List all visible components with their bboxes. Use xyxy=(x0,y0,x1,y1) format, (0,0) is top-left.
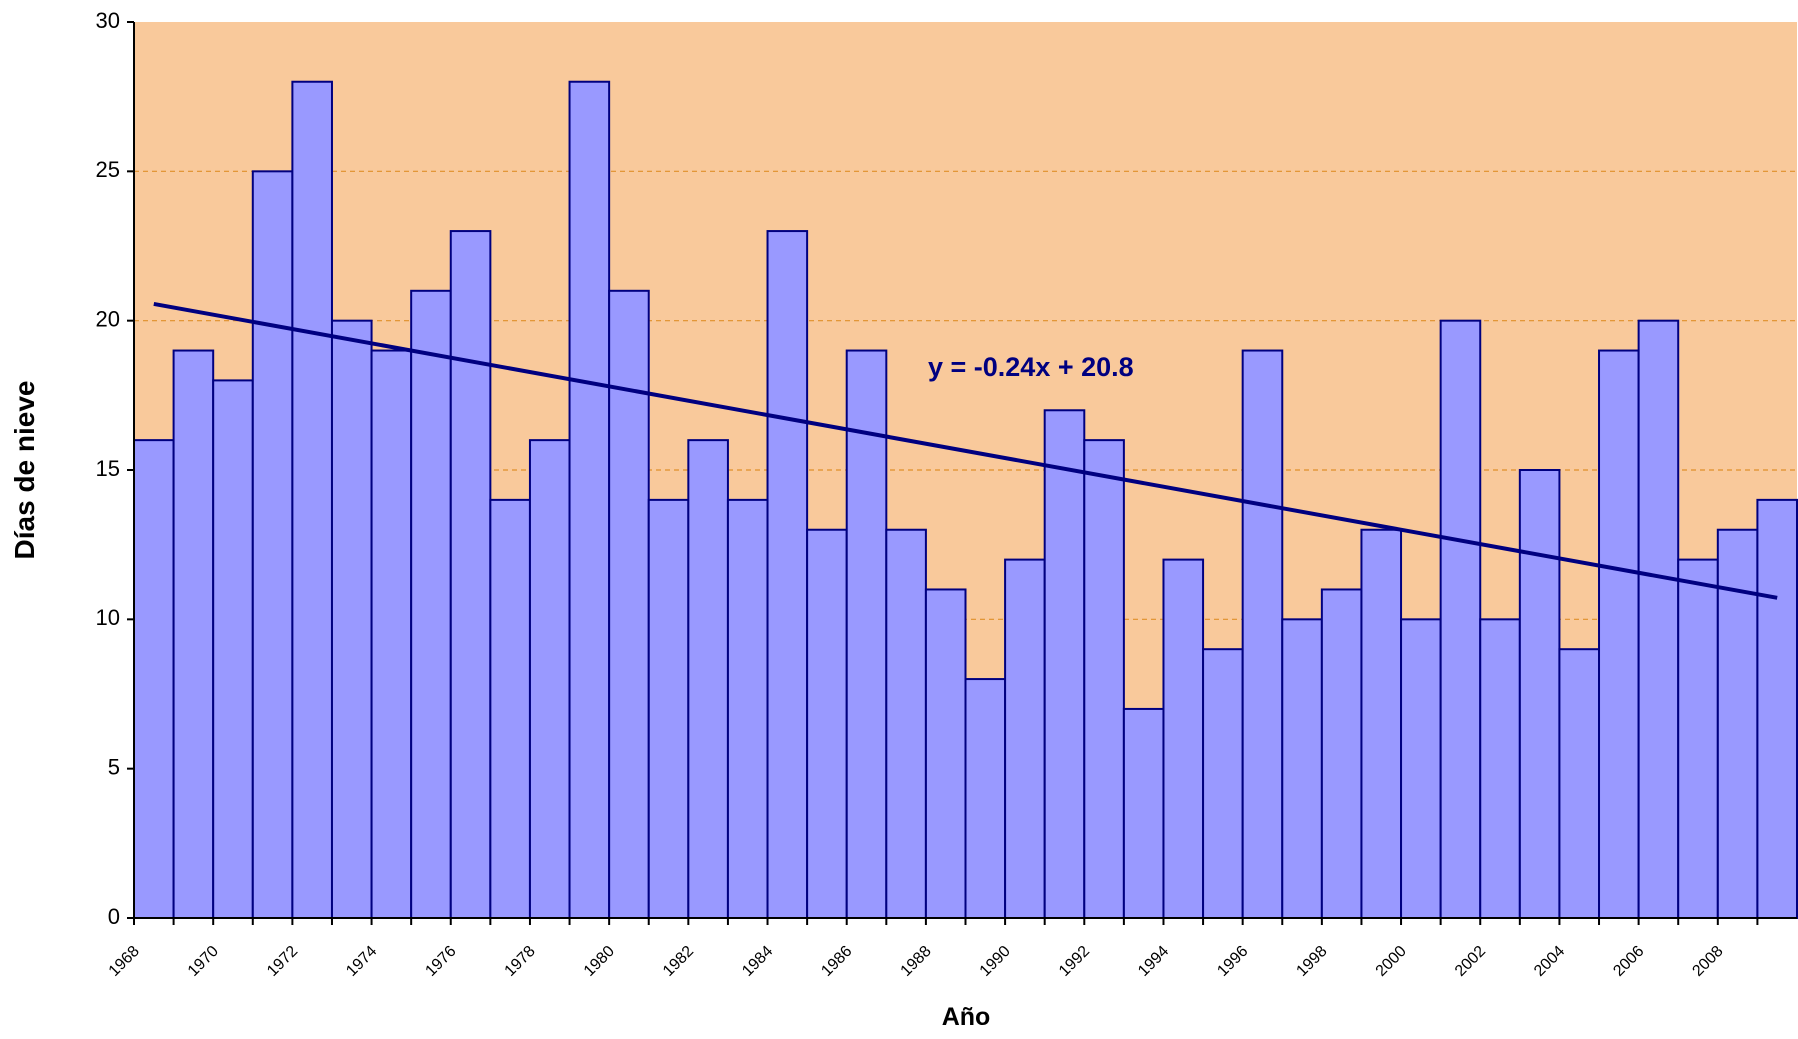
bar xyxy=(1202,648,1244,919)
x-tick-label: 2000 xyxy=(1373,943,1410,980)
x-tick-label: 2008 xyxy=(1689,943,1726,980)
bar xyxy=(133,439,175,919)
y-tick-label: 30 xyxy=(96,8,120,33)
bar xyxy=(726,498,769,919)
trendline xyxy=(153,301,1778,600)
y-tick-label: 25 xyxy=(96,157,120,182)
bar xyxy=(924,588,967,919)
x-tick-label: 2002 xyxy=(1452,943,1489,980)
bar xyxy=(449,230,492,920)
y-tick-label: 15 xyxy=(96,456,120,481)
bar xyxy=(1320,588,1363,919)
bar xyxy=(1241,349,1284,919)
bar xyxy=(410,289,452,919)
bar xyxy=(1479,618,1521,919)
bar xyxy=(1043,409,1086,919)
bar xyxy=(1756,498,1798,919)
bar xyxy=(1598,349,1640,919)
x-tick-label: 1982 xyxy=(660,943,697,980)
x-tick-label: 1976 xyxy=(422,943,459,980)
bar xyxy=(251,170,294,920)
y-axis-label: Días de nieve xyxy=(9,381,40,560)
bar xyxy=(1518,469,1561,919)
x-tick-label: 2004 xyxy=(1531,943,1568,980)
bar xyxy=(1637,319,1680,919)
bar xyxy=(608,289,650,919)
bar xyxy=(212,379,254,919)
bar xyxy=(528,439,571,919)
bar xyxy=(885,528,927,919)
bar xyxy=(766,230,809,920)
bar xyxy=(330,319,373,919)
x-tick-label: 1994 xyxy=(1135,943,1172,980)
x-tick-label: 2006 xyxy=(1610,943,1647,980)
bar xyxy=(1360,528,1403,919)
y-tick-label: 0 xyxy=(108,904,120,929)
x-tick-label: 1988 xyxy=(898,943,935,980)
y-tick-label: 20 xyxy=(96,306,120,331)
x-tick-label: 1990 xyxy=(977,943,1014,980)
x-tick-label: 1974 xyxy=(343,943,380,980)
bar xyxy=(1677,558,1719,919)
x-tick-label: 1992 xyxy=(1056,943,1093,980)
bar xyxy=(1004,558,1046,919)
x-tick-label: 1986 xyxy=(818,943,855,980)
bar xyxy=(568,80,611,919)
x-axis-label: Año xyxy=(942,1003,991,1031)
bar xyxy=(845,349,888,919)
bar xyxy=(370,349,413,919)
bar xyxy=(806,528,848,919)
x-tick-label: 1980 xyxy=(581,943,618,980)
x-tick-label: 1984 xyxy=(739,943,776,980)
bar xyxy=(291,80,333,919)
bar xyxy=(1122,707,1165,920)
bar xyxy=(964,678,1007,919)
bar xyxy=(489,498,531,919)
x-tick-label: 1978 xyxy=(502,943,539,980)
trendline-label: y = -0.24x + 20.8 xyxy=(928,352,1134,382)
bar xyxy=(1281,618,1323,919)
y-tick-label: 5 xyxy=(108,754,120,779)
bar xyxy=(1558,648,1601,919)
bar xyxy=(1162,558,1205,919)
bar xyxy=(647,498,690,919)
y-tick-label: 10 xyxy=(96,605,120,630)
x-tick-label: 1972 xyxy=(264,943,301,980)
x-tick-label: 1996 xyxy=(1214,943,1251,980)
bar xyxy=(687,439,729,919)
x-tick-label: 1998 xyxy=(1293,943,1330,980)
bar xyxy=(1439,319,1482,919)
x-tick-label: 1968 xyxy=(106,943,143,980)
bar xyxy=(172,349,215,919)
bar xyxy=(1083,439,1125,919)
bar xyxy=(1400,618,1442,919)
x-tick-label: 1970 xyxy=(185,943,222,980)
